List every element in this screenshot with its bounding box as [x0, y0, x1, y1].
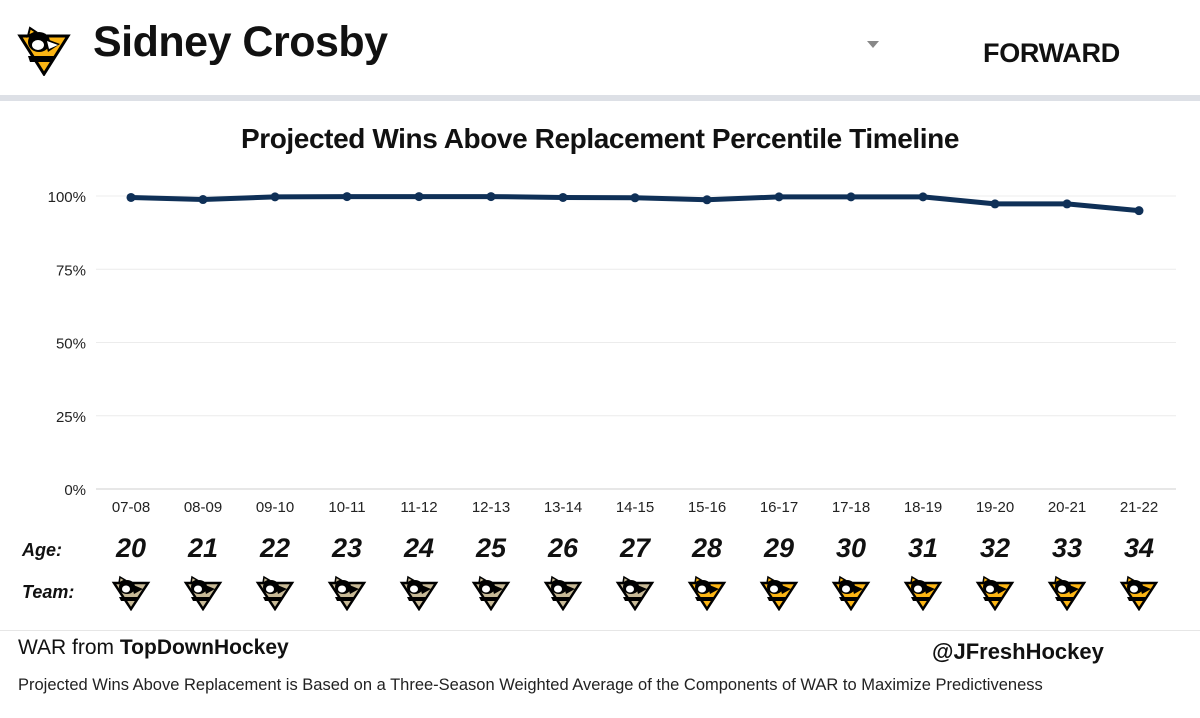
penguins-gold-icon	[830, 571, 872, 612]
age-value: 22	[259, 533, 291, 563]
x-tick-label: 17-18	[832, 499, 870, 516]
y-tick-label: 75%	[56, 262, 86, 279]
y-tick-label: 0%	[64, 482, 86, 499]
data-point	[1062, 199, 1072, 209]
data-point	[702, 195, 712, 205]
data-point	[1134, 206, 1144, 216]
y-tick-label: 25%	[56, 409, 86, 426]
age-row-label: Age:	[22, 540, 62, 560]
penguins-vegas-gold-icon	[182, 571, 224, 612]
x-tick-label: 07-08	[112, 499, 150, 516]
penguins-logo-icon	[17, 26, 71, 76]
y-tick-label: 50%	[56, 336, 86, 353]
triangle-down-icon[interactable]	[866, 40, 880, 50]
data-point	[414, 192, 424, 202]
data-point	[846, 192, 856, 202]
age-value: 32	[979, 533, 1011, 563]
age-value: 25	[475, 533, 507, 563]
penguins-gold-icon	[974, 571, 1016, 612]
data-point	[630, 193, 640, 203]
age-value: 27	[619, 533, 651, 563]
x-tick-label: 11-12	[400, 499, 437, 516]
penguins-gold-icon	[1118, 571, 1160, 612]
x-tick-label: 09-10	[256, 499, 294, 516]
penguins-vegas-gold-icon	[398, 571, 440, 612]
age-value: 26	[547, 533, 579, 563]
header-divider	[0, 95, 1200, 101]
penguins-vegas-gold-icon	[470, 571, 512, 612]
age-value: 28	[691, 533, 723, 563]
age-value: 31	[907, 533, 939, 563]
footer-divider	[0, 630, 1200, 631]
penguins-vegas-gold-icon	[614, 571, 656, 612]
penguins-gold-icon	[686, 571, 728, 612]
x-tick-label: 20-21	[1048, 499, 1086, 516]
age-value: 24	[403, 533, 435, 563]
x-tick-label: 15-16	[688, 499, 726, 516]
data-point	[558, 192, 568, 202]
penguins-gold-icon	[758, 571, 800, 612]
penguins-vegas-gold-icon	[326, 571, 368, 612]
penguins-gold-icon	[902, 571, 944, 612]
y-tick-label: 100%	[48, 189, 86, 206]
x-tick-label: 18-19	[904, 499, 942, 516]
x-tick-label: 16-17	[760, 499, 798, 516]
penguins-gold-icon	[1046, 571, 1088, 612]
x-tick-label: 14-15	[616, 499, 654, 516]
team-row-label: Team:	[22, 582, 75, 602]
data-point	[270, 192, 280, 202]
header-bar: Sidney Crosby FORWARD	[0, 0, 1200, 96]
data-point	[342, 192, 352, 202]
age-value: 33	[1051, 533, 1083, 563]
age-value: 34	[1123, 533, 1155, 563]
age-value: 30	[835, 533, 867, 563]
x-tick-label: 10-11	[328, 499, 365, 516]
penguins-vegas-gold-icon	[110, 571, 152, 612]
data-point	[126, 192, 136, 202]
data-point	[990, 199, 1000, 209]
x-tick-label: 13-14	[544, 499, 582, 516]
penguins-vegas-gold-icon	[254, 571, 296, 612]
x-tick-label: 19-20	[976, 499, 1014, 516]
war-source-prefix: WAR from	[18, 636, 120, 659]
author-handle[interactable]: @JFreshHockey	[932, 639, 1104, 664]
chart-title: Projected Wins Above Replacement Percent…	[240, 123, 960, 154]
data-point	[774, 192, 784, 202]
x-tick-label: 21-22	[1120, 499, 1158, 516]
x-tick-label: 12-13	[472, 499, 510, 516]
data-point	[486, 192, 496, 202]
age-value: 23	[331, 533, 363, 563]
data-point	[198, 195, 208, 205]
data-point	[918, 192, 928, 202]
player-name: Sidney Crosby	[93, 18, 388, 66]
age-value: 21	[187, 533, 219, 563]
position-label: FORWARD	[983, 38, 1120, 68]
war-source-link[interactable]: TopDownHockey	[119, 636, 289, 659]
methodology-note: Projected Wins Above Replacement is Base…	[18, 676, 1043, 694]
age-value: 29	[763, 533, 795, 563]
war-source: WAR from TopDownHockey	[18, 636, 289, 660]
penguins-vegas-gold-icon	[542, 571, 584, 612]
age-value: 20	[115, 533, 147, 563]
percentile-line-chart: 0% 25% 50% 75% 100% 07-08 08-09 09-10 10-11 11-12…	[48, 189, 1176, 516]
x-tick-label: 08-09	[184, 499, 222, 516]
